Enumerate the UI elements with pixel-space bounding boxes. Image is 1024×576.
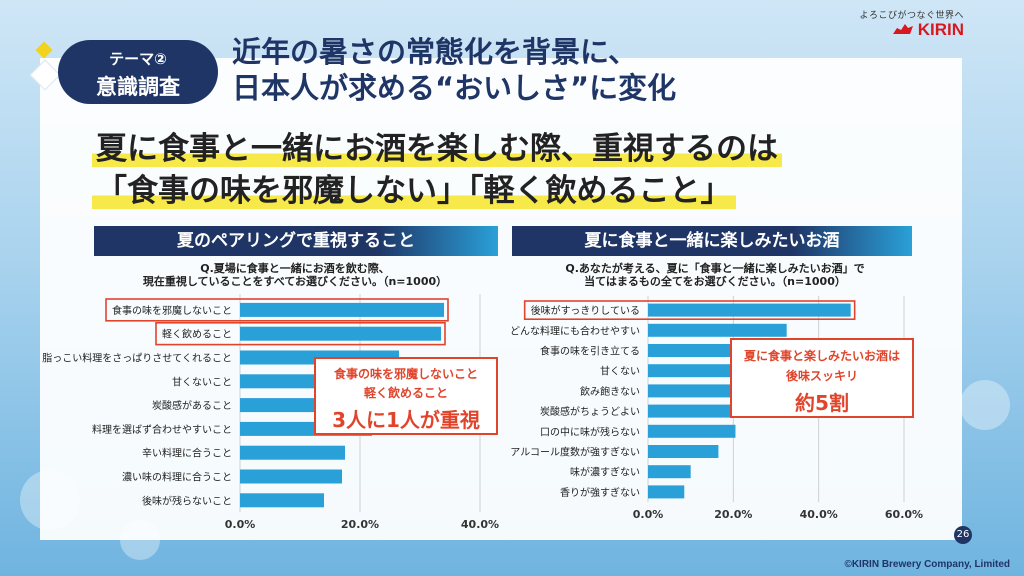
subhead-line-2: 「食事の味を邪魔しない」「軽く飲めること」 (92, 173, 736, 209)
right-callout-line-2: 後味スッキリ (785, 369, 858, 383)
right-tick-label: 20.0% (714, 508, 752, 521)
left-question-line-2: 現在重視していることをすべてお選びください。（n=1000） (142, 275, 448, 288)
right-category-label: 後味がすっきりしている (531, 304, 640, 317)
right-bar (648, 465, 691, 479)
right-category-label: 香りが強すぎない (560, 486, 640, 499)
left-callout-line-1: 食事の味を邪魔しないこと (333, 367, 478, 381)
left-category-label: 料理を選ばず合わせやすいこと (92, 423, 232, 436)
headline-line-2: 日本人が求める“おいしさ”に変化 (232, 71, 677, 105)
headline-line-1: 近年の暑さの常態化を背景に、 (232, 35, 638, 69)
right-category-label: 食事の味を引き立てる (540, 345, 640, 358)
right-callout: 夏に食事と楽しみたいお酒は 後味スッキリ 約5割 (730, 338, 914, 418)
right-tick-label: 40.0% (800, 508, 838, 521)
right-category-label: 炭酸感がちょうどよい (540, 405, 640, 418)
accent-square-yellow (35, 41, 53, 59)
page-title: 近年の暑さの常態化を背景に、 日本人が求める“おいしさ”に変化 (232, 34, 676, 106)
right-bar (648, 323, 787, 337)
left-callout: 食事の味を邪魔しないこと 軽く飲めること 3人に1人が重視 (314, 357, 498, 435)
left-category-label: 濃い味の料理に合うこと (122, 471, 232, 484)
right-question-line-1: Q.あなたが考える、夏に「食事と一緒に楽しみたいお酒」で (565, 262, 865, 275)
left-highlight-box (155, 321, 446, 346)
theme-label: テーマ② (109, 50, 167, 68)
right-bar (648, 445, 719, 458)
right-highlight-box (523, 300, 856, 321)
left-bar (240, 326, 441, 341)
right-callout-line-1: 夏に食事と楽しみたいお酒は (743, 349, 900, 363)
left-bar (240, 469, 342, 484)
right-category-label: どんな料理にも合わせやすい (510, 324, 640, 337)
right-callout-line-3: 約5割 (795, 391, 849, 415)
page-number: 26 (954, 526, 972, 544)
right-chart-title: 夏に食事と一緒に楽しみたいお酒 (512, 226, 912, 256)
right-bar (648, 404, 755, 418)
left-bar (240, 302, 444, 317)
right-bar (648, 485, 685, 499)
left-category-label: 軽く飲めること (162, 328, 232, 341)
right-bar (648, 424, 736, 438)
right-category-label: 口の中に味が残らない (540, 425, 640, 438)
subheadline: 夏に食事と一緒にお酒を楽しむ際、重視するのは 「食事の味を邪魔しない」「軽く飲め… (92, 128, 782, 212)
right-category-label: 味が濃すぎない (570, 466, 640, 479)
left-question-line-1: Q.夏場に食事と一緒にお酒を飲む際、 (200, 262, 390, 275)
subhead-line-1: 夏に食事と一緒にお酒を楽しむ際、重視するのは (92, 131, 782, 167)
copyright: ©KIRIN Brewery Company, Limited (844, 559, 1010, 570)
right-category-label: 甘くない (600, 365, 640, 378)
left-bar (240, 493, 324, 508)
right-category-label: アルコール度数が強すぎない (510, 446, 640, 459)
left-tick-label: 40.0% (461, 518, 499, 531)
right-question-line-2: 当てはまるもの全てをお選びください。（n=1000） (584, 275, 846, 288)
left-callout-line-3: 3人に1人が重視 (332, 408, 480, 432)
right-category-label: 飲み飽きない (580, 385, 640, 398)
left-chart-question: Q.夏場に食事と一緒にお酒を飲む際、 現在重視していることをすべてお選びください… (90, 262, 500, 288)
brand-tagline: よろこびがつなぐ世界へ (859, 11, 964, 21)
left-category-label: 脂っこい料理をさっぱりさせてくれること (42, 352, 232, 365)
right-tick-label: 60.0% (885, 508, 923, 521)
left-category-label: 後味が残らないこと (142, 494, 232, 507)
right-tick-label: 0.0% (633, 508, 664, 521)
kirin-logo: KIRIN (892, 20, 964, 40)
left-tick-label: 20.0% (341, 518, 379, 531)
left-chart-title: 夏のペアリングで重視すること (94, 226, 498, 256)
left-highlight-box (105, 298, 449, 322)
left-category-label: 辛い料理に合うこと (142, 447, 232, 460)
left-category-label: 食事の味を邪魔しないこと (112, 304, 232, 317)
theme-title: 意識調査 (96, 75, 180, 99)
kirin-mark-icon (892, 24, 913, 34)
left-category-label: 甘くないこと (172, 375, 232, 388)
right-bar (648, 303, 851, 317)
left-callout-line-2: 軽く飲めること (363, 386, 448, 400)
right-chart-question: Q.あなたが考える、夏に「食事と一緒に楽しみたいお酒」で 当てはまるもの全てをお… (520, 262, 910, 288)
logo-text: KIRIN (917, 20, 964, 39)
theme-badge: テーマ② 意識調査 (58, 40, 218, 104)
bokeh-light (960, 380, 1010, 430)
left-tick-label: 0.0% (225, 518, 256, 531)
left-bar (240, 445, 345, 460)
left-category-label: 炭酸感があること (152, 399, 232, 412)
